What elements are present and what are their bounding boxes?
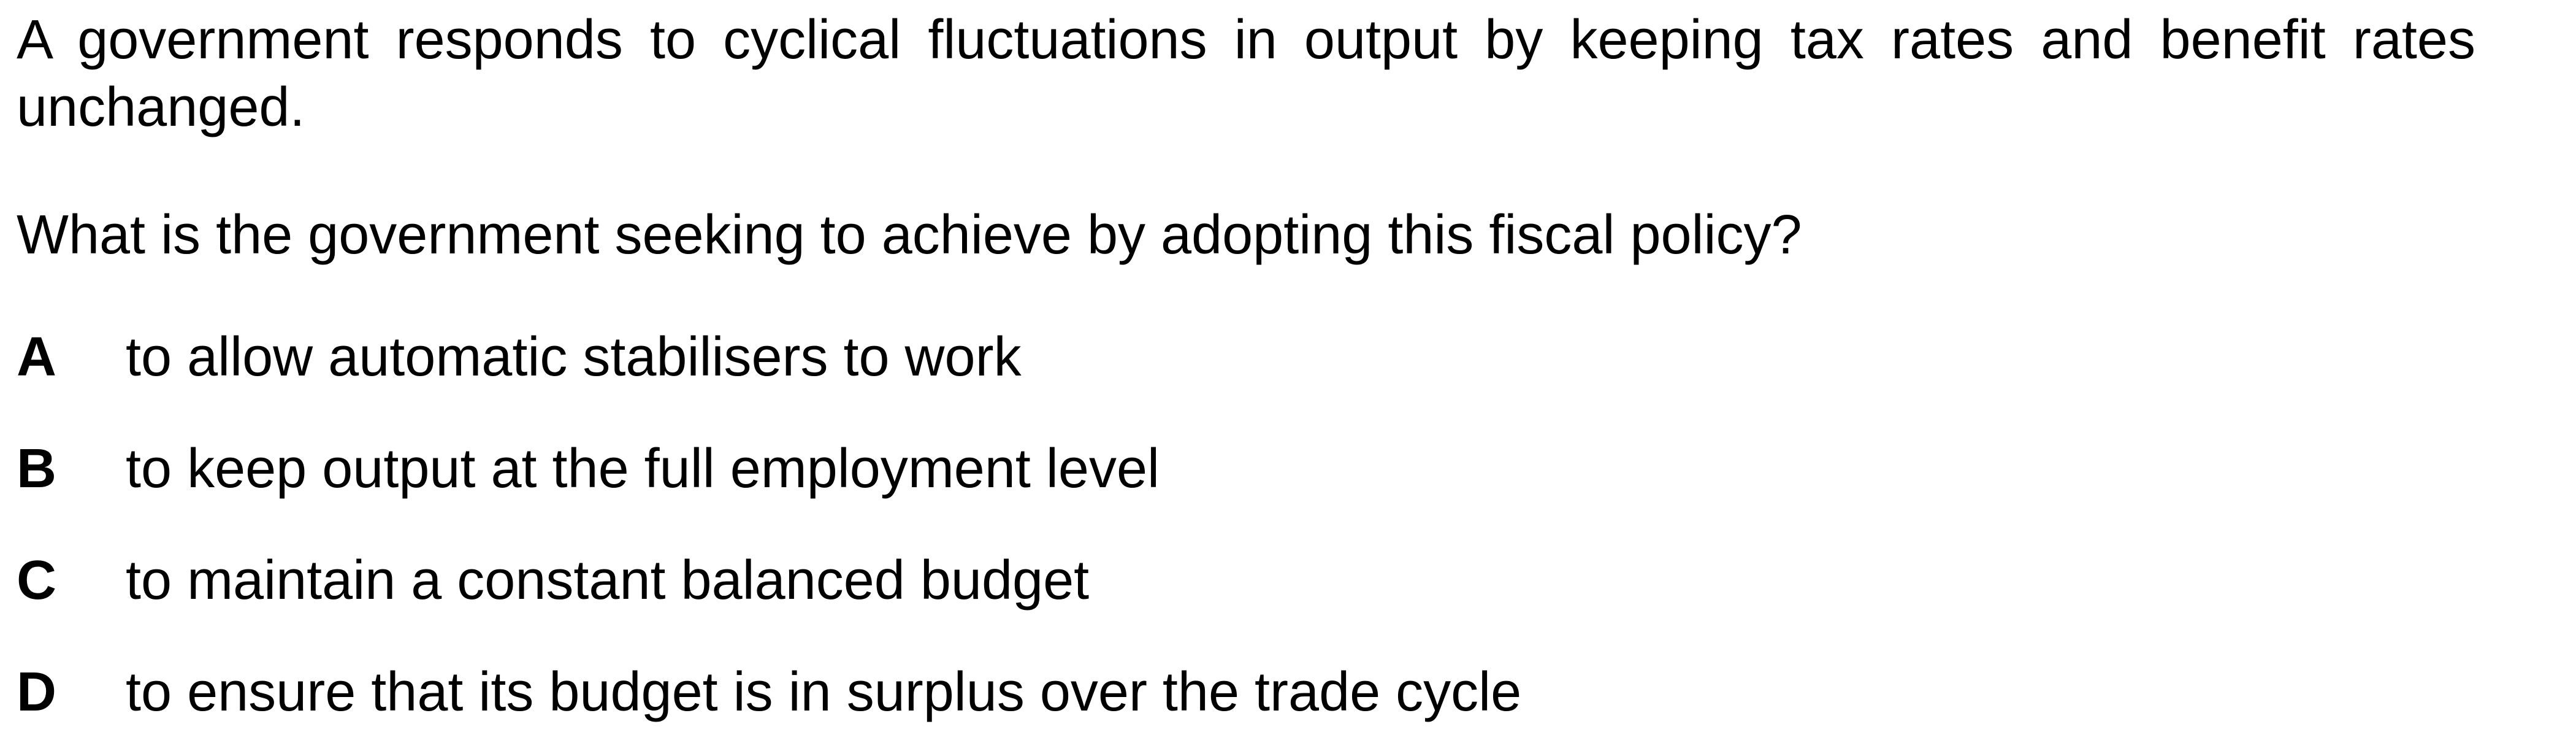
option-letter: A (17, 326, 56, 388)
question-prompt: What is the government seeking to achiev… (17, 204, 1802, 266)
option-text: to keep output at the full employment le… (126, 438, 1160, 499)
option-text: to allow automatic stabilisers to work (126, 326, 1022, 388)
option-letter: B (17, 438, 56, 499)
option-letter: D (17, 661, 56, 723)
question-stem: A government responds to cyclical fluctu… (17, 9, 2475, 138)
option-letter: C (17, 550, 56, 611)
option-text: to ensure that its budget is in surplus … (126, 661, 1522, 723)
option-text: to maintain a constant balanced budget (126, 550, 1090, 611)
